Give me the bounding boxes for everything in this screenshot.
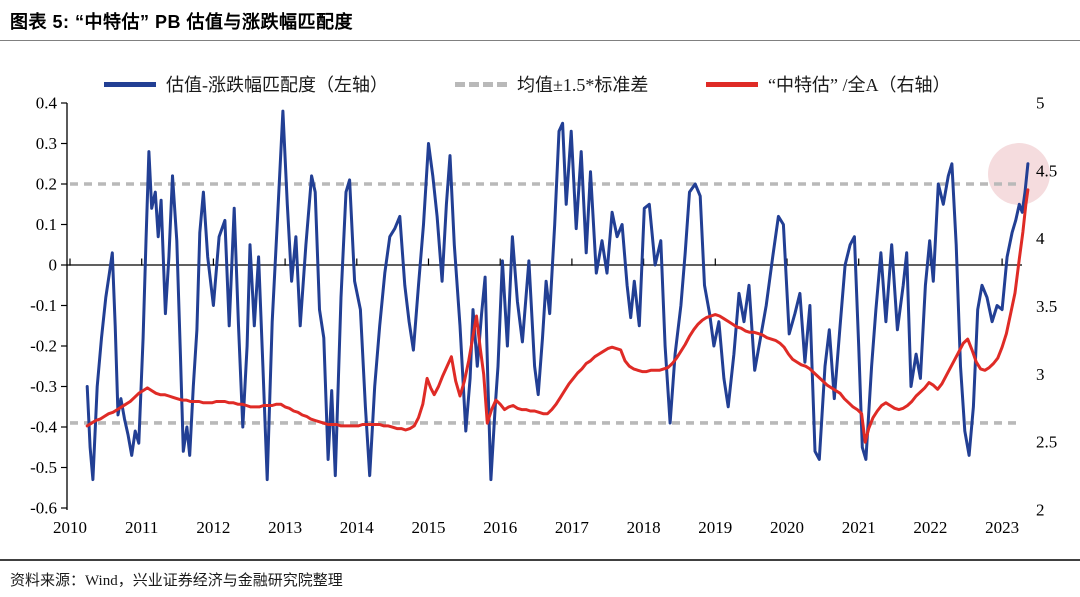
right-axis-label: 2.5 xyxy=(1036,433,1057,452)
figure-title: 图表 5: “中特估” PB 估值与涨跌幅匹配度 xyxy=(10,12,354,32)
right-axis-label: 4.5 xyxy=(1036,161,1057,180)
left-axis-label: -0.6 xyxy=(30,499,57,518)
legend-item-ratio: “中特估” /全A（右轴） xyxy=(706,70,950,98)
x-axis-label: 2013 xyxy=(268,518,302,537)
dashed-line-swatch xyxy=(455,81,507,87)
blue-line-swatch xyxy=(104,81,156,87)
source-note: 资料来源：Wind，兴业证券经济与金融研究院整理 xyxy=(10,573,343,589)
title-divider xyxy=(0,40,1080,41)
x-axis-label: 2018 xyxy=(627,518,661,537)
left-axis-label: 0 xyxy=(49,256,58,275)
left-axis-label: 0.4 xyxy=(36,94,58,113)
x-axis-label: 2022 xyxy=(913,518,947,537)
legend-label-band: 均值±1.5*标准差 xyxy=(517,75,649,95)
x-axis-label: 2014 xyxy=(340,518,375,537)
left-axis-label: 0.2 xyxy=(36,175,57,194)
right-axis-label: 3 xyxy=(1036,365,1045,384)
x-axis-label: 2020 xyxy=(770,518,804,537)
x-axis-label: 2016 xyxy=(483,518,517,537)
left-axis-label: -0.4 xyxy=(30,418,57,437)
x-axis-label: 2023 xyxy=(985,518,1019,537)
x-axis-label: 2019 xyxy=(698,518,732,537)
ratio-series-line xyxy=(85,188,1030,444)
left-axis-label: 0.1 xyxy=(36,215,57,234)
legend-label-matching: 估值-涨跌幅匹配度（左轴） xyxy=(166,75,388,95)
right-axis-label: 2 xyxy=(1036,501,1045,520)
legend-label-ratio: “中特估” /全A（右轴） xyxy=(768,75,951,95)
left-axis-label: -0.3 xyxy=(30,377,57,396)
chart-legend: 估值-涨跌幅匹配度（左轴） 均值±1.5*标准差 “中特估” /全A（右轴） xyxy=(0,70,1080,98)
x-axis-label: 2011 xyxy=(125,518,158,537)
left-axis-label: -0.5 xyxy=(30,458,57,477)
x-axis-label: 2021 xyxy=(842,518,876,537)
red-line-swatch xyxy=(706,81,758,87)
left-axis-label: -0.2 xyxy=(30,337,57,356)
right-axis-label: 4 xyxy=(1036,229,1045,248)
right-axis-label: 3.5 xyxy=(1036,297,1057,316)
left-axis-label: 0.3 xyxy=(36,134,57,153)
legend-item-band: 均值±1.5*标准差 xyxy=(455,70,648,98)
x-axis-label: 2010 xyxy=(53,518,87,537)
left-axis-label: -0.1 xyxy=(30,296,57,315)
right-axis-label: 5 xyxy=(1036,94,1045,113)
x-axis-label: 2012 xyxy=(196,518,230,537)
legend-item-matching: 估值-涨跌幅匹配度（左轴） xyxy=(104,70,388,98)
x-axis-label: 2015 xyxy=(412,518,446,537)
footer-divider xyxy=(0,559,1080,561)
highlight-circle xyxy=(988,143,1050,205)
x-axis-label: 2017 xyxy=(555,518,590,537)
matching-series-line xyxy=(85,109,1030,482)
